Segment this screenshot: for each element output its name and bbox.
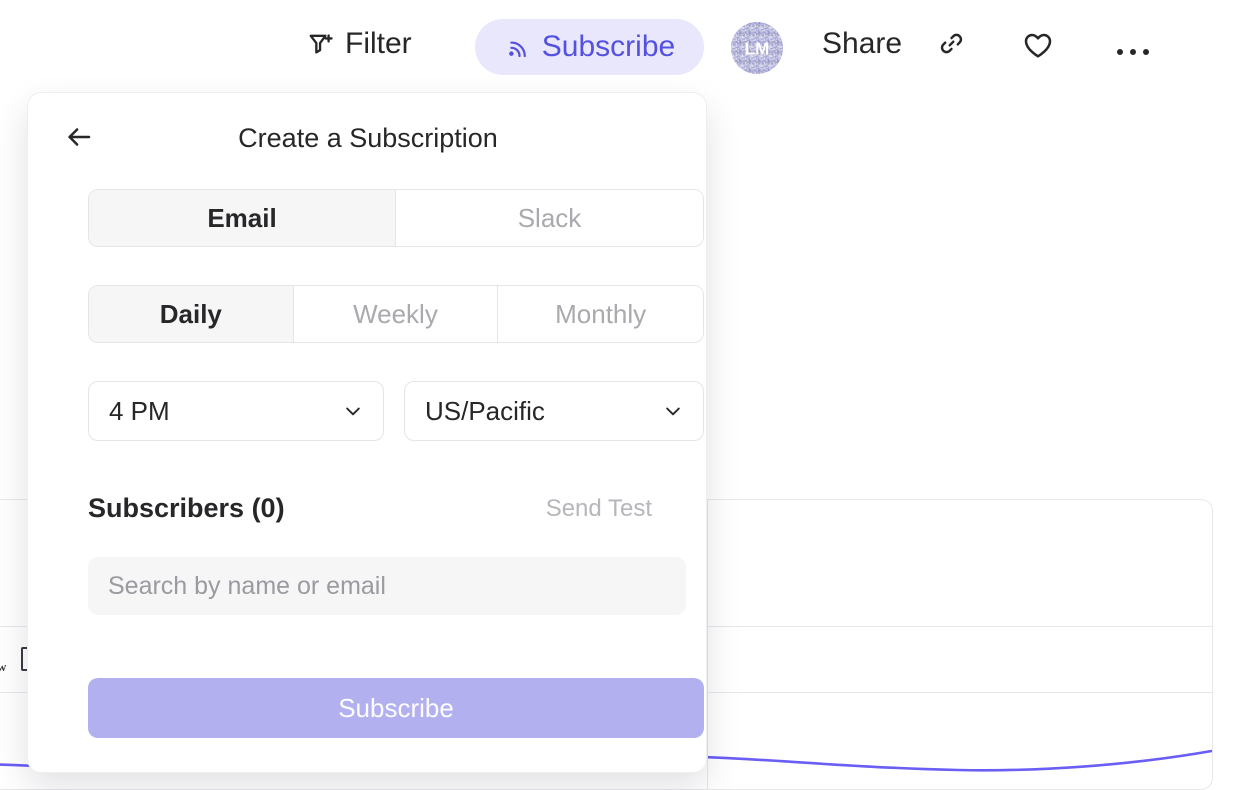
- svg-text:LM: LM: [745, 39, 770, 59]
